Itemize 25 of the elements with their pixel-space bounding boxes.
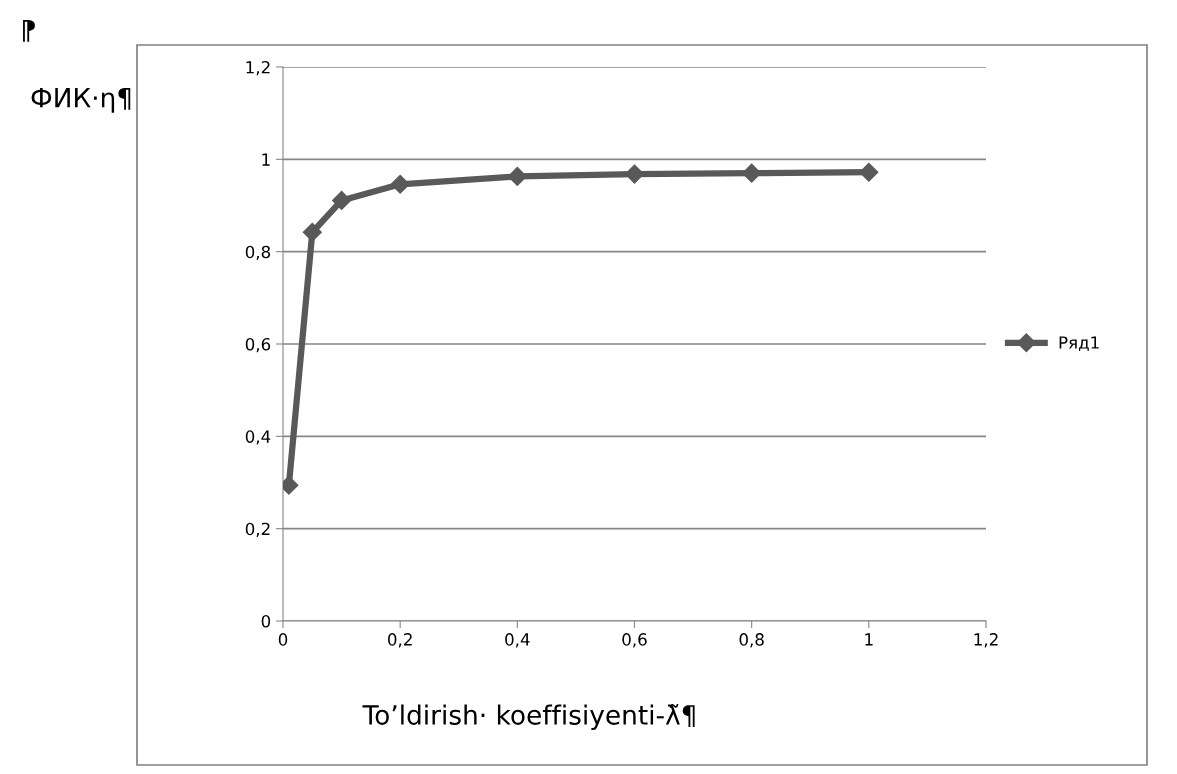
y-tick-label: 0 (261, 614, 271, 628)
y-tick-label: 1 (262, 153, 270, 166)
text: ⁋ (23, 20, 35, 42)
x-tick-label: 0,6 (622, 633, 647, 648)
y-tick-label: 0,8 (245, 245, 271, 260)
x-tick-label: 0,8 (739, 633, 764, 648)
x-axis-title: To’ldirish· koeffisiyenti-λ̃¶ (362, 704, 695, 730)
x-tick-label: 0,4 (505, 633, 530, 648)
y-tick-label: 0,6 (245, 337, 271, 353)
y-tick-label: 1,2 (246, 60, 270, 76)
point (624, 164, 645, 184)
legend-label: Ряд1 (1059, 336, 1099, 351)
point (302, 222, 322, 242)
x-tick-label: 1,2 (974, 633, 998, 648)
point (742, 163, 762, 183)
point (332, 190, 352, 210)
x-tick-label: 0 (278, 633, 288, 646)
point (859, 162, 879, 182)
y-tick-label: 0,2 (245, 522, 270, 537)
x-tick-label: 0,2 (388, 633, 412, 648)
x-tick-label: 1 (865, 633, 873, 646)
y-axis-title: ФИК·η¶ (31, 88, 131, 113)
y-tick-label: 0,4 (245, 430, 271, 445)
point (390, 174, 410, 194)
point (507, 166, 527, 186)
